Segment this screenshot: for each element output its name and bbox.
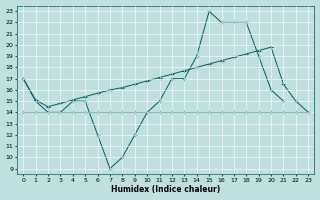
- X-axis label: Humidex (Indice chaleur): Humidex (Indice chaleur): [111, 185, 220, 194]
